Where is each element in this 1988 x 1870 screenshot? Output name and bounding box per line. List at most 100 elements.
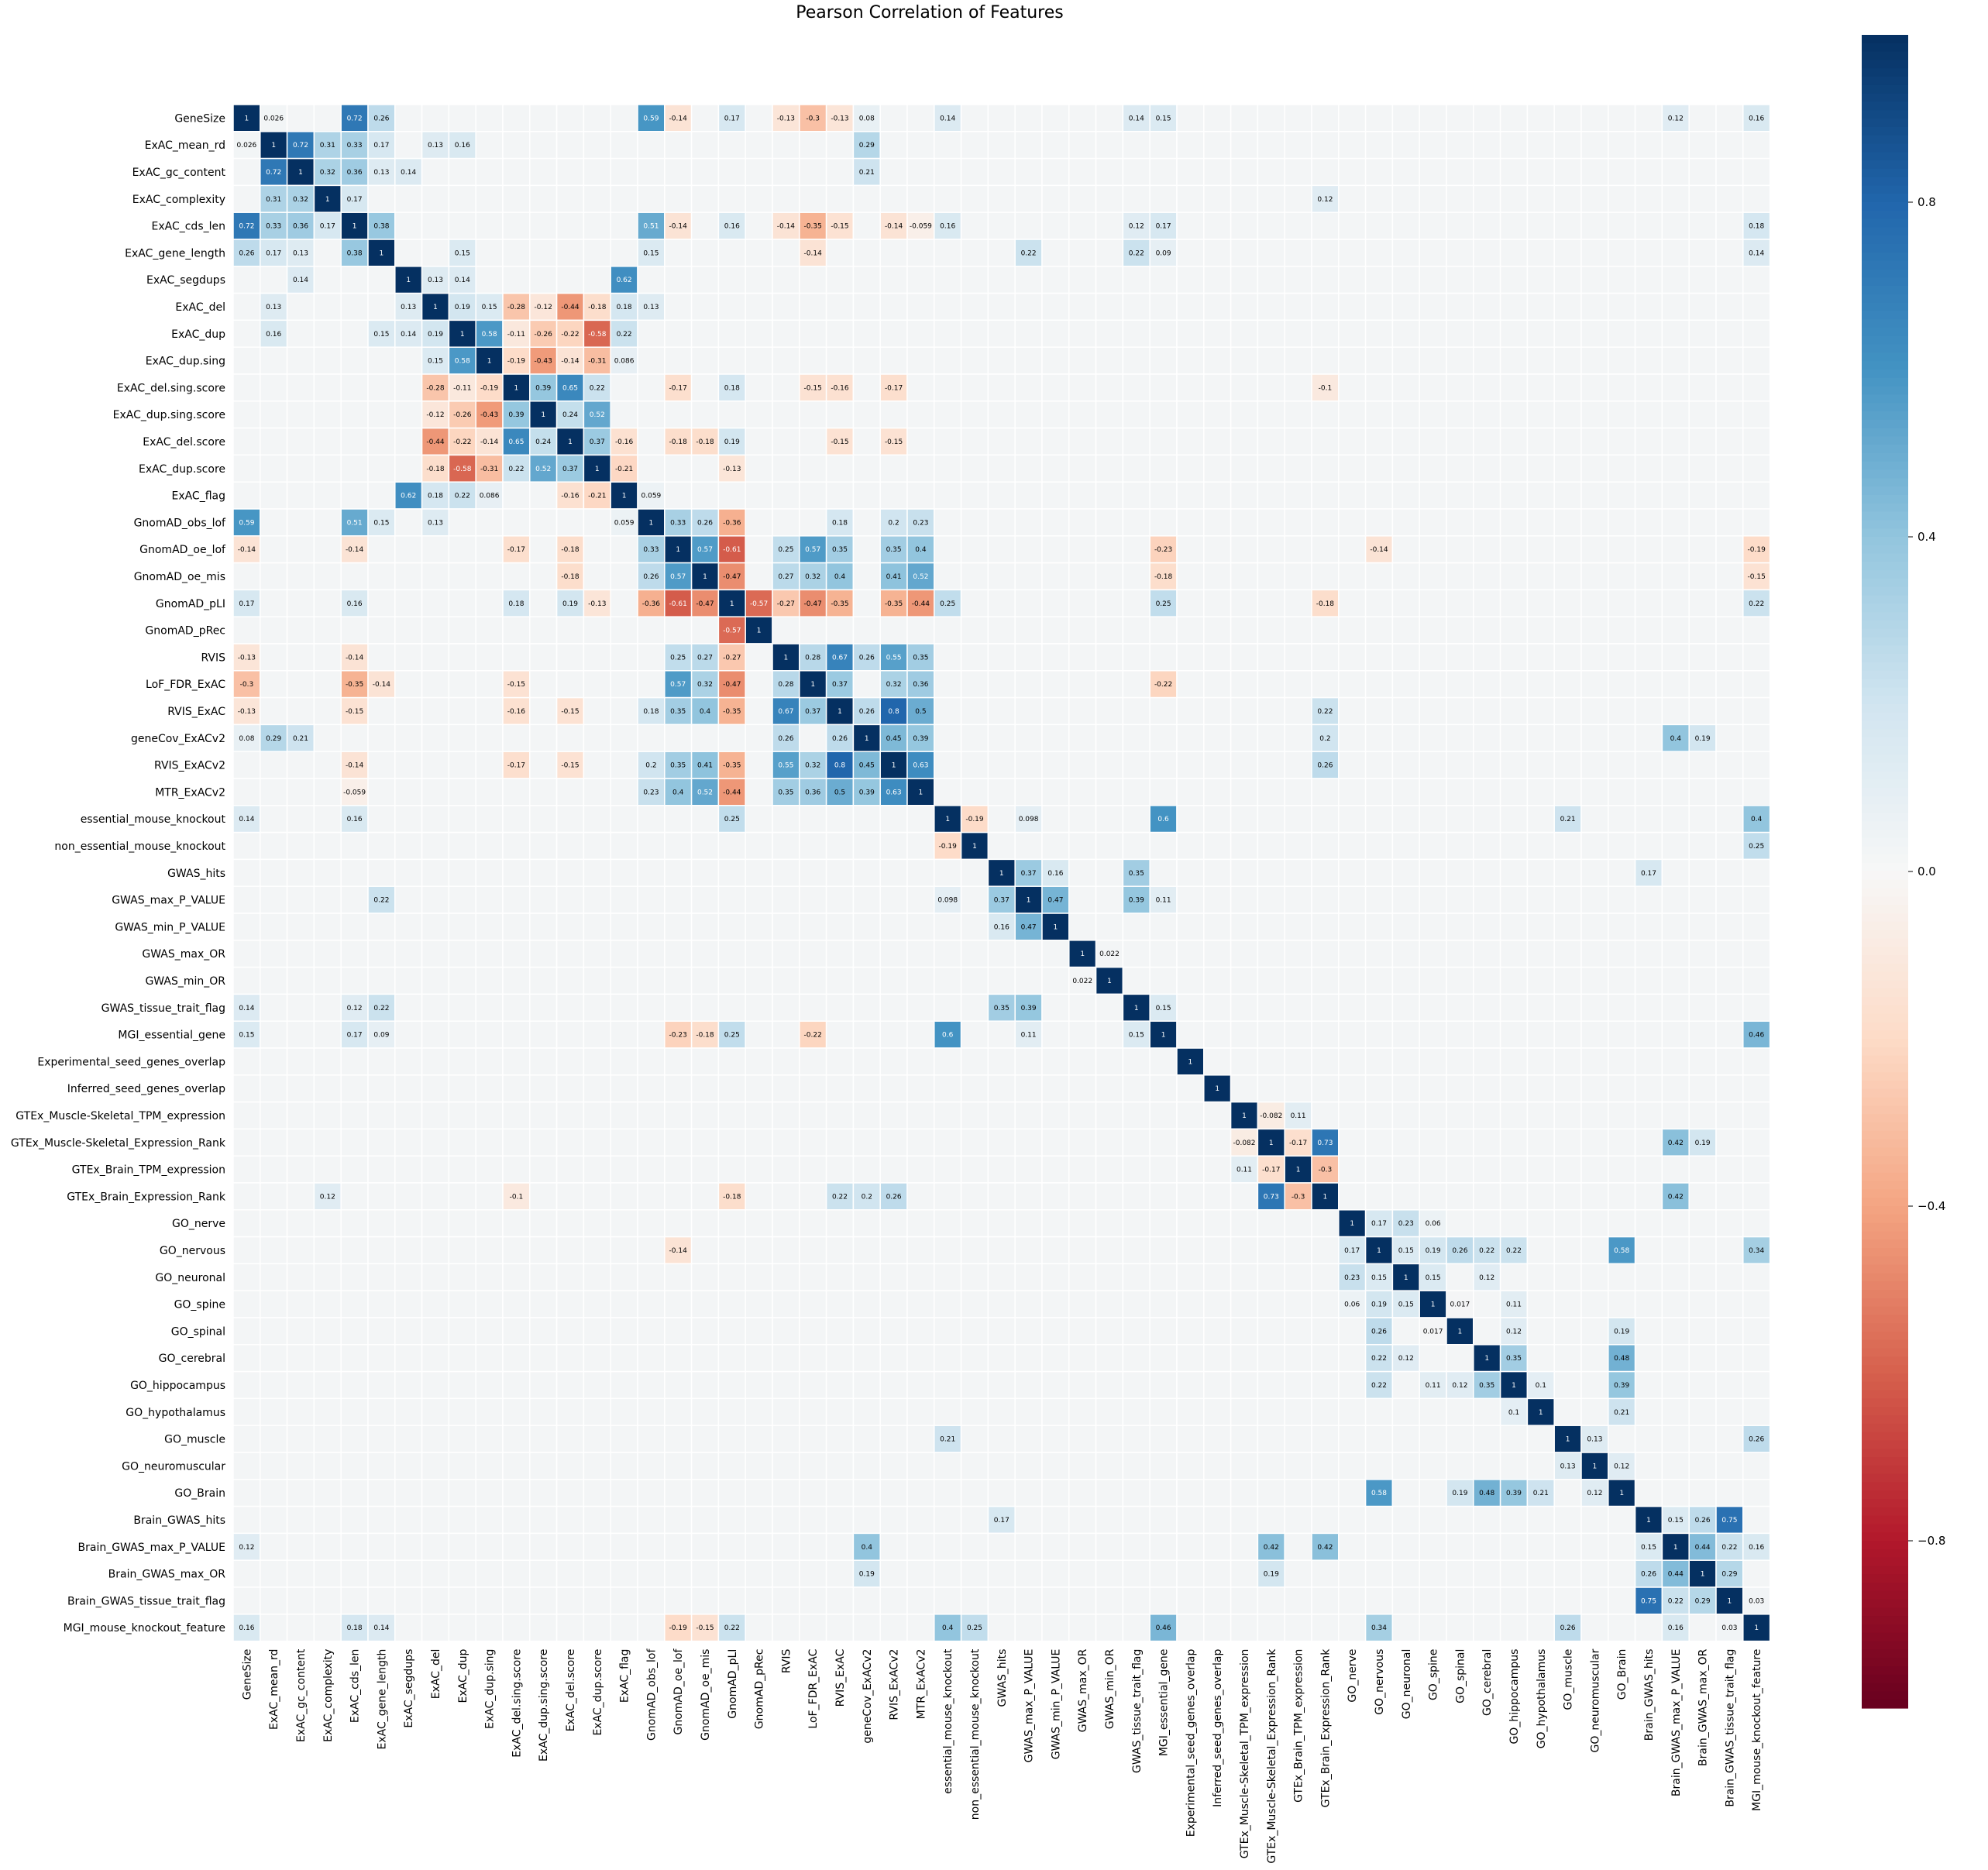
heatmap-cell <box>367 1559 396 1588</box>
heatmap-cell <box>232 885 261 914</box>
y-tick-label: GWAS_hits <box>167 868 225 880</box>
heatmap-cell <box>1391 1370 1420 1400</box>
heatmap-cell <box>1095 696 1124 726</box>
cell-value-label: 0.22 <box>617 331 632 339</box>
heatmap-cell <box>475 239 504 267</box>
heatmap-cell <box>1338 696 1367 726</box>
heatmap-cell <box>421 1370 450 1400</box>
heatmap-cell <box>421 157 450 187</box>
heatmap-cell <box>367 454 396 483</box>
heatmap-cell <box>1068 1263 1097 1291</box>
cell-value-label: -0.1 <box>510 1193 524 1201</box>
heatmap-cell <box>772 831 800 861</box>
heatmap-cell <box>1473 131 1501 160</box>
heatmap-cell <box>960 1479 989 1507</box>
heatmap-cell <box>1715 535 1744 564</box>
heatmap-cell <box>690 885 720 914</box>
heatmap-cell <box>583 562 611 591</box>
heatmap-cell <box>1742 1209 1771 1238</box>
heatmap-cell <box>1284 535 1312 564</box>
heatmap-cell <box>1257 1263 1285 1291</box>
heatmap-cell <box>555 1397 585 1426</box>
heatmap-cell <box>529 535 558 564</box>
heatmap-cell <box>1364 1344 1394 1373</box>
colorbar-segment <box>1862 779 1908 789</box>
heatmap-cell <box>1014 508 1043 537</box>
heatmap-cell <box>475 805 504 834</box>
heatmap-cell <box>1122 1020 1150 1049</box>
heatmap-cell <box>1473 1074 1501 1103</box>
cell-value-label: 0.21 <box>940 1436 955 1444</box>
heatmap-cell <box>1715 616 1744 645</box>
cell-value-label: 0.26 <box>643 573 659 581</box>
heatmap-cell <box>394 751 423 779</box>
heatmap-cell <box>906 1370 935 1400</box>
colorbar-segment <box>1862 1549 1908 1559</box>
cell-value-label: 1 <box>1296 1167 1301 1174</box>
heatmap-cell <box>1014 1182 1043 1211</box>
heatmap-cell <box>555 1532 585 1561</box>
heatmap-cell <box>1688 858 1717 887</box>
heatmap-cell <box>286 1101 315 1130</box>
heatmap-cell <box>664 562 693 591</box>
heatmap-cell <box>772 562 800 591</box>
heatmap-cell <box>1580 1397 1609 1426</box>
heatmap-cell <box>879 1452 908 1480</box>
heatmap-cell <box>232 481 261 510</box>
heatmap-cell <box>1338 1155 1367 1184</box>
heatmap-cell <box>1526 1505 1555 1535</box>
heatmap-cell <box>690 1182 720 1211</box>
heatmap-cell <box>825 831 855 861</box>
x-tick-label: GTEx_Muscle-Skeletal_Expression_Rank <box>1266 1648 1278 1864</box>
heatmap-cell <box>286 454 315 483</box>
heatmap-cell <box>690 292 720 321</box>
x-tick-label: GO_hippocampus <box>1508 1649 1521 1745</box>
cell-value-label: 0.12 <box>1614 1463 1629 1470</box>
colorbar-segment <box>1862 1590 1908 1600</box>
heatmap-cell <box>879 1263 908 1291</box>
heatmap-cell <box>1122 831 1150 861</box>
heatmap-cell <box>1203 157 1232 187</box>
heatmap-cell <box>960 1101 989 1130</box>
heatmap-cell <box>1364 643 1394 672</box>
heatmap-cell <box>1661 885 1690 914</box>
heatmap-cell <box>1203 319 1232 348</box>
heatmap-cell <box>934 104 962 132</box>
heatmap-cell <box>717 1236 746 1265</box>
heatmap-cell <box>1203 670 1232 699</box>
heatmap-cell <box>1284 1370 1312 1400</box>
heatmap-cell <box>555 913 585 941</box>
heatmap-cell <box>313 266 342 294</box>
heatmap-cell <box>1473 805 1501 834</box>
heatmap-cell <box>1203 346 1232 375</box>
heatmap-cell <box>1391 940 1420 968</box>
heatmap-cell <box>1553 993 1582 1022</box>
heatmap-cell <box>906 1479 935 1507</box>
cell-value-label: 0.17 <box>347 1032 363 1040</box>
heatmap-cell <box>987 1559 1016 1588</box>
heatmap-cell <box>664 1614 693 1642</box>
heatmap-cell <box>1661 1020 1690 1049</box>
heatmap-cell <box>1391 1344 1420 1373</box>
cell-value-label: 1 <box>810 681 815 689</box>
y-tick-label: RVIS <box>201 651 225 664</box>
heatmap-cell <box>1715 1317 1744 1346</box>
heatmap-cell <box>394 104 423 132</box>
heatmap-cell <box>825 1505 855 1535</box>
heatmap-cell <box>529 778 558 806</box>
heatmap-cell <box>367 319 396 348</box>
heatmap-cell <box>1176 1479 1205 1507</box>
heatmap-cell <box>583 616 611 645</box>
heatmap-cell <box>717 157 746 187</box>
heatmap-cell <box>772 1532 800 1561</box>
cell-value-label: 0.12 <box>347 1005 363 1012</box>
heatmap-cell <box>1580 940 1609 968</box>
heatmap-cell <box>555 104 585 132</box>
heatmap-cell <box>1634 1020 1663 1049</box>
heatmap-cell <box>1419 131 1447 160</box>
heatmap-cell <box>1041 966 1070 995</box>
heatmap-cell <box>610 1559 638 1588</box>
heatmap-cell <box>286 885 315 914</box>
y-tick-label: GO_neuronal <box>155 1272 225 1284</box>
cell-value-label: 0.17 <box>266 249 281 257</box>
